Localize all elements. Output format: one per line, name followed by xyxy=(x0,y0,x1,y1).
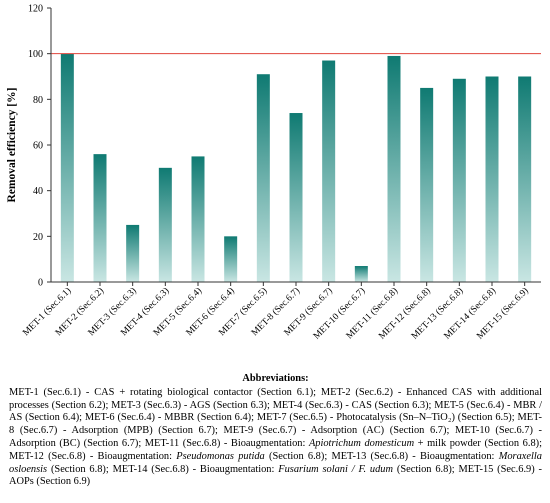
bar xyxy=(387,55,401,283)
species-name: Pseudomonas putida xyxy=(176,450,265,462)
bar xyxy=(420,87,434,283)
bar xyxy=(60,53,74,282)
bar xyxy=(289,113,303,283)
abbreviation-text: MET-1 (Sec.6.1) - CAS + rotating biologi… xyxy=(9,386,542,449)
bars xyxy=(60,53,532,283)
bar xyxy=(518,76,532,282)
bar xyxy=(256,74,270,282)
abbreviations-text: MET-1 (Sec.6.1) - CAS + rotating biologi… xyxy=(9,387,542,489)
y-axis-ticks: 0 20 40 60 80 100 120 xyxy=(28,4,51,289)
abbreviation-text: (Section 6.8); MET-13 (Sec.6.8) - Bioaug… xyxy=(264,450,499,462)
species-name: Fusarium solani / F. udum xyxy=(278,463,394,475)
x-axis-labels: MET-1 (Sec.6.1)MET-2 (Sec.6.2)MET-3 (Sec… xyxy=(21,282,531,342)
abbreviation-text: (Section 6.8); MET-14 (Sec.6.8) - Bioaug… xyxy=(47,463,279,475)
y-tick-label: 0 xyxy=(38,278,43,289)
abbreviations-title: Abbreviations: xyxy=(242,373,309,384)
abbreviation-text: + milk powder (Section 6.8); MET-12 (Sec… xyxy=(9,437,542,462)
species-name: Moraxella osloensis xyxy=(9,450,542,475)
bar xyxy=(322,60,336,283)
y-tick-label: 120 xyxy=(28,4,43,15)
y-tick-label: 60 xyxy=(33,141,43,152)
y-tick-label: 20 xyxy=(33,232,43,243)
bar xyxy=(354,266,368,282)
y-tick-label: 100 xyxy=(28,49,43,60)
bar xyxy=(158,167,172,282)
bar xyxy=(191,156,205,282)
species-name: Apiotrichum domesticum xyxy=(308,437,415,449)
bar xyxy=(126,224,140,282)
bar xyxy=(93,154,107,282)
y-tick-label: 80 xyxy=(33,95,43,106)
abbreviations-section: Abbreviations: MET-1 (Sec.6.1) - CAS + r… xyxy=(9,373,542,489)
bar-chart: Removal efficiency [%] 0 20 40 60 80 100 120 M… xyxy=(6,4,541,342)
bar xyxy=(485,76,499,282)
y-tick-label: 40 xyxy=(33,186,43,197)
bar xyxy=(452,78,466,283)
bar xyxy=(224,236,238,282)
abbreviation-text: (Section 6.8); MET-15 (Sec.6.9) - AOPs (… xyxy=(9,463,542,488)
y-axis-label: Removal efficiency [%] xyxy=(6,88,18,203)
